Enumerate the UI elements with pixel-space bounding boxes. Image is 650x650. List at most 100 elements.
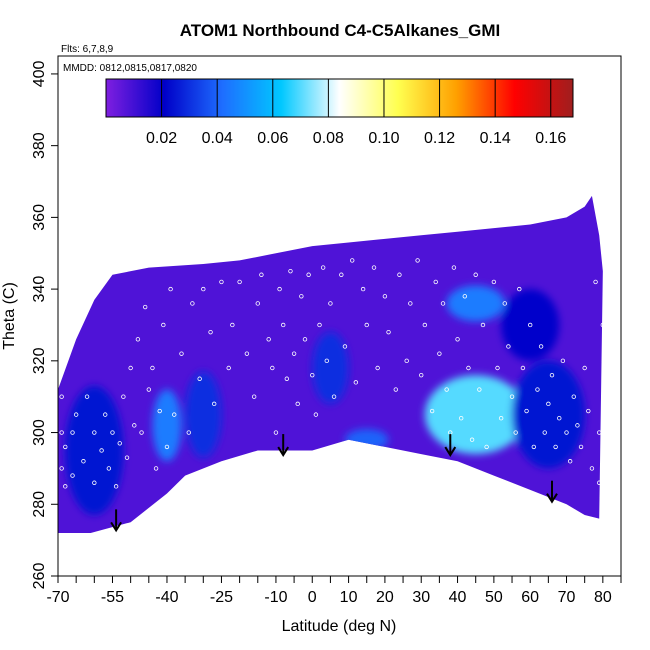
- sample-point: [557, 416, 562, 421]
- sample-point: [230, 322, 235, 328]
- sample-point: [92, 430, 97, 435]
- sample-point: [84, 394, 90, 399]
- y-tick-label: 360: [31, 204, 48, 231]
- plot-frame: [57, 55, 622, 577]
- sample-point: [524, 408, 529, 414]
- sample-point: [237, 279, 242, 285]
- sample-point: [575, 423, 580, 428]
- flights-note: Flts: 6,7,8,9: [61, 44, 114, 55]
- sample-point: [211, 401, 217, 407]
- sample-point: [106, 466, 112, 471]
- sample-point: [190, 301, 195, 306]
- sample-point: [153, 466, 159, 471]
- sample-point: [197, 376, 202, 381]
- concentration-feature: [185, 371, 222, 458]
- concentration-feature: [152, 389, 182, 462]
- concentration-feature: [424, 375, 527, 455]
- x-axis: -70 -55 -40 -25 -10 0 10 20 30 40 50 60 70 80: [46, 576, 622, 606]
- flight-arrows: [110, 434, 558, 533]
- sample-point: [255, 301, 260, 306]
- sample-point: [538, 344, 544, 349]
- sample-point: [491, 279, 497, 285]
- sample-point: [168, 286, 173, 292]
- sample-point: [99, 448, 104, 453]
- sample-point: [404, 358, 409, 364]
- sample-point: [324, 358, 329, 364]
- sample-point: [480, 322, 486, 328]
- sample-point: [59, 430, 64, 435]
- sample-point: [70, 430, 75, 435]
- sample-point: [70, 473, 75, 478]
- sample-point: [288, 268, 293, 274]
- y-axis-label: Theta (C): [1, 282, 18, 350]
- sample-point: [433, 279, 438, 285]
- colorbar-gradient: [105, 78, 574, 118]
- sample-point: [419, 372, 424, 378]
- chart-title: ATOM1 Northbound C4-C5Alkanes_GMI: [180, 21, 501, 40]
- sample-point: [571, 394, 576, 399]
- sample-point: [320, 265, 326, 270]
- sample-point: [63, 484, 68, 489]
- x-axis-label: Latitude (deg N): [282, 618, 397, 635]
- sample-point: [310, 372, 315, 378]
- sample-point: [462, 294, 468, 299]
- sample-point: [582, 365, 587, 371]
- concentration-feature: [65, 385, 124, 516]
- sample-point: [371, 265, 377, 270]
- sample-point: [444, 387, 449, 392]
- x-tick-label: -40: [155, 589, 178, 606]
- sample-point: [150, 365, 155, 371]
- sample-point: [128, 365, 133, 371]
- sample-point: [113, 484, 119, 489]
- sample-point: [139, 430, 144, 435]
- sample-point: [306, 272, 311, 277]
- sample-point: [473, 272, 478, 277]
- sample-point: [578, 444, 584, 450]
- colorbar-ticks: 0.02 0.04 0.06 0.08 0.10 0.12 0.14 0.16: [146, 79, 566, 147]
- sample-point: [498, 416, 504, 421]
- sample-point: [157, 408, 162, 414]
- x-tick-label: 0: [308, 589, 317, 606]
- sample-point: [161, 322, 166, 328]
- y-tick-label: 380: [31, 132, 48, 159]
- sample-point: [597, 480, 602, 485]
- y-tick-label: 320: [31, 347, 48, 374]
- y-axis: 260 280 300 320 340 360 380 400: [31, 60, 58, 589]
- sample-point: [564, 430, 569, 435]
- colorbar-tick-label: 0.14: [480, 130, 511, 147]
- sample-point: [313, 412, 319, 417]
- sample-point: [437, 351, 442, 356]
- sample-point: [164, 444, 170, 450]
- sample-point: [495, 365, 500, 371]
- sample-point: [277, 286, 282, 292]
- sample-point: [73, 412, 79, 417]
- sample-point: [455, 337, 460, 342]
- sample-point: [397, 272, 402, 277]
- sample-point: [364, 322, 369, 328]
- sample-point: [553, 444, 558, 450]
- sample-point: [360, 286, 366, 292]
- sample-point: [179, 351, 184, 356]
- sample-point: [270, 365, 275, 371]
- sample-point: [342, 344, 348, 349]
- y-tick-label: 300: [31, 419, 48, 446]
- sample-point: [567, 459, 573, 464]
- colorbar-tick-label: 0.04: [202, 130, 233, 147]
- sample-point: [284, 376, 290, 381]
- sample-point: [259, 272, 264, 277]
- sample-point: [172, 412, 177, 417]
- colorbar: 0.02 0.04 0.06 0.08 0.10 0.12 0.14 0.16: [105, 78, 574, 147]
- colorbar-tick-label: 0.10: [368, 130, 399, 147]
- colorbar-tick-label: 0.16: [535, 130, 566, 147]
- flight-arrow: [277, 434, 290, 457]
- sample-point: [386, 329, 391, 335]
- sample-point: [63, 444, 68, 450]
- sample-point: [299, 294, 304, 299]
- sample-point: [382, 294, 388, 299]
- x-tick-label: 40: [449, 589, 467, 606]
- x-tick-label: -25: [210, 589, 233, 606]
- sample-point: [117, 441, 122, 446]
- sample-point: [466, 365, 471, 371]
- x-tick-label: -10: [264, 589, 287, 606]
- sample-point: [531, 444, 537, 450]
